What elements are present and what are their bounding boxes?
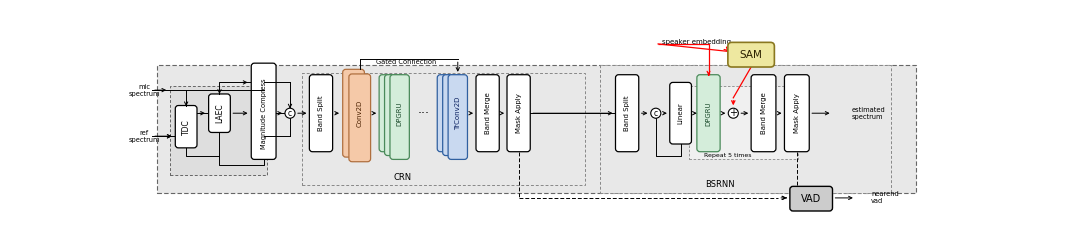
Text: c: c: [653, 109, 658, 118]
Text: LAEC: LAEC: [215, 103, 224, 123]
Text: SAM: SAM: [740, 50, 762, 60]
Text: Repeat 5 times: Repeat 5 times: [704, 153, 752, 158]
FancyBboxPatch shape: [670, 82, 691, 144]
Bar: [157, 65, 916, 193]
Bar: [301, 73, 584, 185]
Text: CRN: CRN: [393, 173, 411, 182]
FancyBboxPatch shape: [507, 75, 530, 152]
Text: nearend
vad: nearend vad: [872, 191, 899, 204]
Text: Mask Apply: Mask Apply: [515, 93, 522, 133]
FancyBboxPatch shape: [448, 75, 468, 159]
Text: Band Merge: Band Merge: [485, 92, 490, 134]
FancyBboxPatch shape: [443, 75, 462, 156]
Text: estimated
spectrum: estimated spectrum: [852, 107, 886, 120]
Text: ref
spectrum: ref spectrum: [129, 130, 160, 143]
FancyBboxPatch shape: [379, 75, 399, 152]
Text: +: +: [729, 108, 738, 118]
Text: Linear: Linear: [677, 102, 684, 124]
FancyBboxPatch shape: [784, 75, 809, 152]
Bar: [689, 86, 798, 159]
FancyBboxPatch shape: [208, 94, 230, 132]
Text: TDC: TDC: [181, 119, 191, 134]
FancyBboxPatch shape: [342, 69, 364, 157]
Circle shape: [651, 108, 661, 118]
Text: Gated Connection: Gated Connection: [376, 59, 436, 65]
Bar: [170, 86, 267, 175]
Text: BSRNN: BSRNN: [705, 180, 734, 189]
Text: mic
spectrum: mic spectrum: [129, 84, 160, 97]
Text: Magnitude Compress: Magnitude Compress: [260, 78, 267, 149]
Text: DPGRU: DPGRU: [705, 101, 712, 125]
FancyBboxPatch shape: [697, 75, 720, 152]
FancyBboxPatch shape: [252, 63, 276, 159]
FancyBboxPatch shape: [175, 105, 197, 148]
FancyBboxPatch shape: [309, 75, 333, 152]
Circle shape: [285, 108, 295, 118]
FancyBboxPatch shape: [751, 75, 775, 152]
Text: TrConv2D: TrConv2D: [455, 97, 461, 130]
FancyBboxPatch shape: [728, 42, 774, 67]
Text: Band Split: Band Split: [318, 95, 324, 131]
FancyBboxPatch shape: [789, 186, 833, 211]
Text: DPGRU: DPGRU: [396, 101, 403, 125]
FancyBboxPatch shape: [390, 75, 409, 159]
FancyBboxPatch shape: [616, 75, 638, 152]
FancyBboxPatch shape: [384, 75, 404, 156]
FancyBboxPatch shape: [476, 75, 499, 152]
Text: Band Merge: Band Merge: [760, 92, 767, 134]
Text: Conv2D: Conv2D: [356, 100, 363, 127]
Text: Band Split: Band Split: [624, 95, 630, 131]
Text: c: c: [288, 109, 292, 118]
Text: speaker embedding: speaker embedding: [662, 39, 731, 45]
Bar: [600, 65, 891, 193]
Circle shape: [728, 108, 739, 118]
Text: VAD: VAD: [801, 194, 821, 204]
Text: Mask Apply: Mask Apply: [794, 93, 800, 133]
FancyBboxPatch shape: [437, 75, 457, 152]
Text: ···: ···: [417, 107, 430, 120]
FancyBboxPatch shape: [349, 74, 370, 162]
